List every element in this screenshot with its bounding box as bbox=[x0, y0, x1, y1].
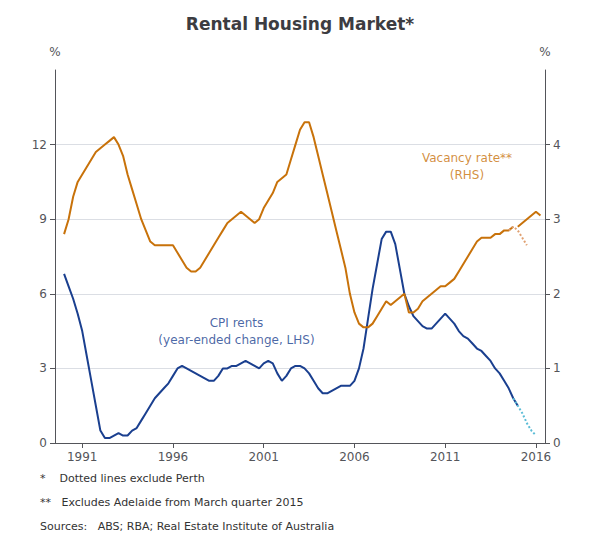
svg-text:2016: 2016 bbox=[521, 450, 552, 464]
svg-text:Vacancy rate**: Vacancy rate** bbox=[422, 151, 512, 165]
svg-text:0: 0 bbox=[553, 436, 561, 450]
svg-text:0: 0 bbox=[39, 436, 47, 450]
svg-text:* Dotted lines exclude Pert: * Dotted lines exclude Perth bbox=[40, 472, 205, 485]
svg-text:CPI rents: CPI rents bbox=[210, 316, 264, 330]
svg-text:6: 6 bbox=[39, 287, 47, 301]
svg-text:1996: 1996 bbox=[158, 450, 189, 464]
svg-text:3: 3 bbox=[553, 212, 561, 226]
svg-text:Rental Housing Market*: Rental Housing Market* bbox=[186, 14, 414, 34]
svg-text:1: 1 bbox=[553, 361, 561, 375]
svg-text:%: % bbox=[539, 45, 550, 59]
svg-text:%: % bbox=[49, 45, 60, 59]
svg-text:4: 4 bbox=[553, 138, 561, 152]
svg-text:3: 3 bbox=[39, 361, 47, 375]
svg-text:** Excludes Adelaide from Ma: ** Excludes Adelaide from March quarter … bbox=[40, 496, 303, 509]
svg-text:1991: 1991 bbox=[67, 450, 98, 464]
svg-text:2006: 2006 bbox=[339, 450, 370, 464]
svg-text:Sources: ABS; RBA; Real Esta: Sources: ABS; RBA; Real Estate Institute… bbox=[40, 520, 334, 533]
svg-text:2011: 2011 bbox=[430, 450, 461, 464]
svg-text:2: 2 bbox=[553, 287, 561, 301]
svg-text:9: 9 bbox=[39, 212, 47, 226]
svg-text:12: 12 bbox=[32, 138, 47, 152]
svg-text:2001: 2001 bbox=[248, 450, 279, 464]
svg-text:(year-ended change, LHS): (year-ended change, LHS) bbox=[158, 333, 314, 347]
svg-text:(RHS): (RHS) bbox=[450, 168, 484, 182]
